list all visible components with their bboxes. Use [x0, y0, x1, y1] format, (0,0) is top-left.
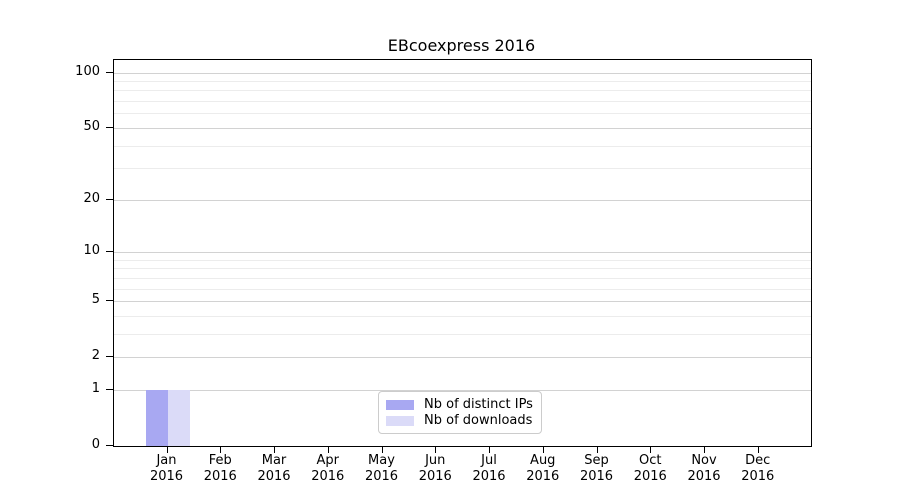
x-tick-year: 2016 [741, 469, 775, 484]
x-tick [274, 446, 275, 453]
plot-area [113, 59, 812, 447]
y-tick [106, 126, 113, 128]
x-tick-year: 2016 [257, 469, 291, 484]
legend-swatch-downloads [386, 415, 414, 426]
gridline-major [114, 72, 811, 74]
legend-label-distinct-ips: Nb of distinct IPs [424, 397, 533, 412]
x-tick-month: May [368, 453, 395, 468]
x-tick-month: Aug [530, 453, 556, 468]
x-tick-label: Dec 2016 [730, 453, 786, 485]
gridline-minor [114, 168, 811, 170]
x-tick [166, 446, 168, 453]
x-tick-month: Nov [691, 453, 717, 468]
legend-item-distinct-ips: Nb of distinct IPs [386, 397, 533, 412]
x-tick-month: Apr [316, 453, 340, 468]
x-tick-year: 2016 [149, 469, 184, 484]
gridline-minor [114, 259, 811, 261]
y-tick [106, 445, 113, 446]
y-tick-label: 1 [91, 380, 100, 396]
x-tick-month: Jan [156, 453, 177, 468]
legend: Nb of distinct IPs Nb of downloads [378, 391, 542, 434]
y-tick-label: 100 [75, 63, 100, 79]
y-tick [106, 198, 113, 200]
gridline-minor [114, 145, 811, 147]
gridline-major [114, 357, 811, 359]
legend-swatch-distinct-ips [386, 399, 414, 410]
y-tick-label: 0 [91, 437, 100, 452]
x-tick [542, 446, 544, 453]
x-tick-label: Feb 2016 [192, 453, 248, 485]
gridline-minor [114, 333, 811, 335]
x-tick-month: Feb [208, 453, 232, 468]
x-tick [435, 446, 437, 453]
x-tick-label: Nov 2016 [676, 453, 732, 485]
x-tick-label: Jun 2016 [407, 453, 463, 485]
y-tick [106, 388, 113, 390]
gridline-major [114, 251, 811, 253]
gridline-minor [114, 268, 811, 270]
x-tick-label: Jul 2016 [461, 453, 517, 485]
x-tick-label: Mar 2016 [246, 453, 302, 485]
x-tick-month: Jul [481, 453, 497, 468]
gridline-minor [114, 315, 811, 317]
gridline-minor [114, 101, 811, 103]
x-tick [757, 446, 759, 453]
y-tick-label: 5 [91, 292, 100, 308]
legend-label-downloads: Nb of downloads [424, 413, 533, 428]
x-tick [381, 446, 383, 453]
gridline-minor [114, 90, 811, 92]
x-tick-year: 2016 [311, 469, 345, 484]
x-tick-label: May 2016 [354, 453, 410, 485]
chart-title: EBcoexpress 2016 [387, 36, 536, 55]
legend-item-downloads: Nb of downloads [386, 413, 533, 428]
x-tick-month: Mar [261, 453, 287, 468]
gridline-major [114, 301, 811, 303]
x-tick-year: 2016 [687, 469, 721, 484]
x-tick-month: Jun [425, 453, 446, 468]
x-tick-year: 2016 [472, 469, 506, 484]
gridline-minor [114, 277, 811, 279]
x-tick [596, 446, 598, 453]
x-tick-label: Aug 2016 [515, 453, 571, 485]
y-tick-label: 2 [91, 348, 100, 364]
x-tick-year: 2016 [364, 469, 399, 484]
x-tick-year: 2016 [418, 469, 452, 484]
x-tick-label: Oct 2016 [622, 453, 678, 485]
gridline-minor [114, 288, 811, 290]
gridline-major [114, 199, 811, 201]
gridline-major [114, 389, 811, 391]
gridline-major [114, 127, 811, 129]
x-tick-year: 2016 [633, 469, 667, 484]
x-tick-year: 2016 [526, 469, 560, 484]
y-tick-label: 20 [83, 190, 100, 206]
x-tick-label: Sep 2016 [569, 453, 625, 485]
y-tick-label: 50 [83, 118, 100, 134]
x-tick-month: Dec [745, 453, 771, 468]
x-tick [327, 446, 329, 453]
gridline-minor [114, 113, 811, 115]
x-tick-month: Sep [584, 453, 609, 468]
y-tick [106, 71, 113, 73]
y-tick-label: 10 [83, 242, 100, 258]
x-tick-month: Oct [639, 453, 662, 468]
y-tick [106, 250, 113, 252]
x-tick [650, 446, 652, 453]
bar [167, 389, 190, 446]
x-tick-label: Jan 2016 [139, 453, 195, 485]
y-tick [106, 356, 113, 358]
x-tick-year: 2016 [203, 469, 237, 484]
y-tick [106, 300, 113, 302]
gridline-minor [114, 81, 811, 83]
x-tick-label: Apr 2016 [300, 453, 356, 485]
bar [145, 389, 168, 446]
x-tick [220, 446, 222, 453]
x-tick-year: 2016 [579, 469, 614, 484]
x-tick [704, 446, 705, 453]
x-tick [489, 446, 490, 453]
